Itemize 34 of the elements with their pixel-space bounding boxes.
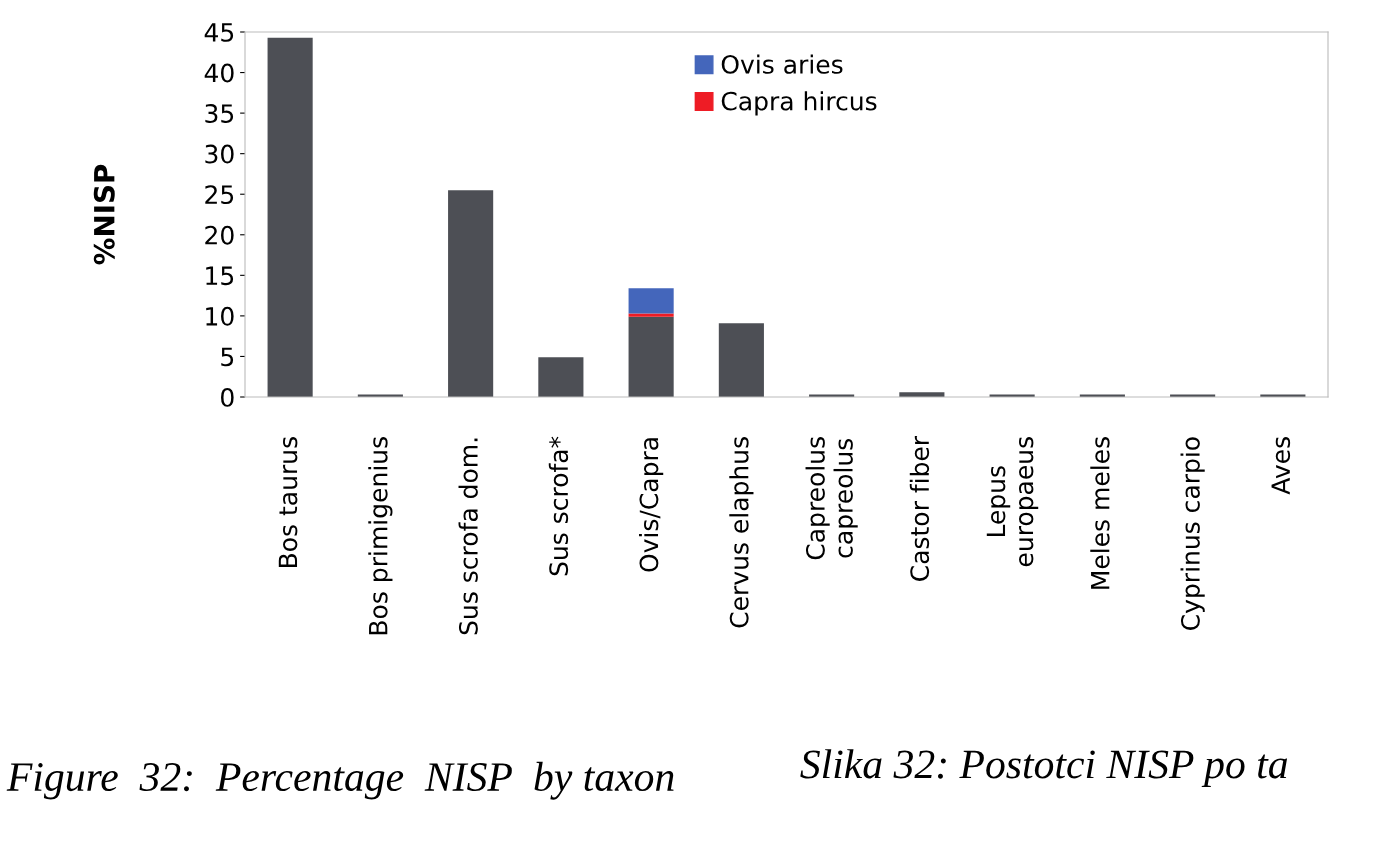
- x-tick-label: Aves: [1271, 437, 1291, 495]
- legend-label: Ovis aries: [721, 54, 843, 74]
- bar: [628, 316, 674, 397]
- x-tick-label: Bos primigenius: [368, 437, 393, 635]
- y-tick-label: 30: [205, 144, 234, 164]
- bar: [538, 357, 584, 397]
- y-tick-label: 10: [206, 306, 234, 326]
- y-tick-label: 20: [205, 225, 234, 245]
- x-tick-label: Cyprinus carpio: [1180, 437, 1205, 630]
- y-tick-label: 25: [205, 185, 234, 205]
- x-tick-label: Meles meles: [1090, 437, 1110, 589]
- y-tick-label: 5: [221, 347, 234, 367]
- y-tick-label: 45: [204, 23, 234, 42]
- legend-label: Capra hircus: [721, 91, 877, 116]
- y-tick-label: 15: [206, 266, 234, 286]
- x-tick-label: Capreolus capreolus: [805, 437, 858, 560]
- bar: [267, 37, 313, 397]
- x-tick-label: Sus scrofa*: [548, 436, 569, 576]
- caption: Figure 32: Percentage NISP by taxon: [6, 761, 674, 800]
- x-tick-label: Ovis/Capra: [639, 438, 664, 572]
- y-tick-label: 40: [204, 63, 234, 83]
- x-tick-label: Bos taurus: [278, 437, 298, 567]
- bar: [718, 323, 764, 397]
- y-tick-label: 0: [221, 387, 234, 407]
- bar: [448, 190, 494, 397]
- text: Slika 32: Postotci NISP po ta: [800, 749, 1288, 787]
- bar: [628, 288, 674, 314]
- y-tick-label: 35: [205, 104, 234, 123]
- x-tick-label: Cervus elaphus: [729, 437, 754, 628]
- x-tick-label: Castor fiber: [909, 435, 930, 581]
- y-axis-title: %NISP: [93, 164, 115, 265]
- x-tick-label: Lepus europaeus: [986, 437, 1039, 567]
- bar: [628, 313, 674, 317]
- x-tick-label: Sus scrofa dom.: [458, 438, 478, 635]
